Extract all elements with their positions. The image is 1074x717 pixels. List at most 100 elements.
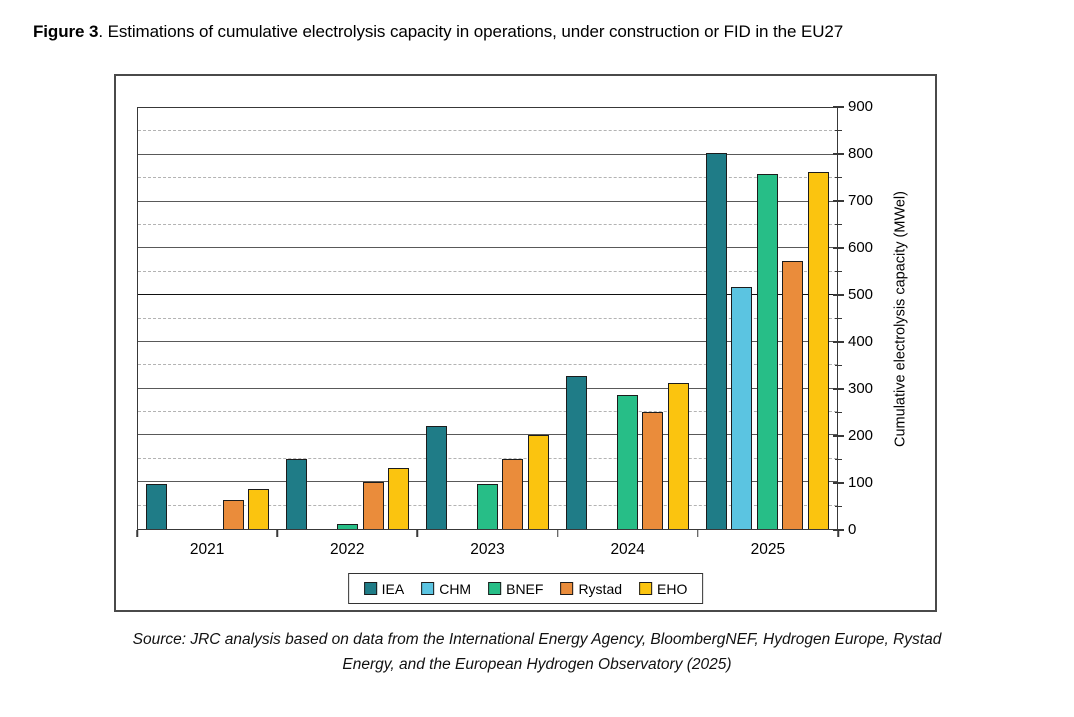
- y-axis-tick-label-900: 900: [848, 98, 874, 115]
- bar-EHO-2023: [527, 435, 549, 529]
- y-axis-tick-350: [834, 364, 842, 367]
- chart-plot-area: [137, 107, 838, 530]
- y-axis-tick-550: [834, 270, 842, 273]
- legend-item-BNEF: BNEF: [488, 581, 543, 597]
- bar-IEA-2024: [565, 376, 587, 529]
- gridline-150: [138, 457, 837, 459]
- gridline-700: [138, 200, 837, 202]
- legend-swatch-BNEF: [488, 582, 502, 595]
- y-axis-tick-label-800: 800: [848, 145, 874, 162]
- gridline-750: [138, 177, 837, 179]
- legend-item-IEA: IEA: [363, 580, 405, 597]
- bar-CHM-2025: [731, 287, 753, 529]
- legend-label-EHO: EHO: [657, 580, 688, 597]
- legend-swatch-CHM: [421, 582, 435, 595]
- chart-legend: IEA CHM BNEF Rystad EHO: [347, 573, 704, 604]
- legend-label-BNEF: BNEF: [506, 580, 544, 597]
- gridline-450: [138, 317, 837, 319]
- y-axis-tick-label-400: 400: [848, 333, 874, 350]
- bar-IEA-2021: [146, 484, 168, 529]
- gridline-250: [138, 411, 837, 413]
- legend-item-Rystad: Rystad: [560, 581, 622, 597]
- bar-group-2023: [418, 108, 558, 529]
- bar-group-2022: [278, 108, 418, 529]
- bar-Rystad-2023: [502, 458, 524, 529]
- bar-Rystad-2024: [642, 411, 664, 529]
- legend-label-Rystad: Rystad: [578, 580, 623, 597]
- x-axis-tick-1: [276, 530, 278, 537]
- y-axis-tick-750: [834, 176, 842, 179]
- gridline-600: [138, 247, 837, 249]
- legend-item-CHM: CHM: [421, 581, 471, 597]
- y-axis-tick-label-0: 0: [848, 521, 857, 538]
- source-note-line1: Source: JRC analysis based on data from …: [132, 631, 942, 648]
- y-axis-tick-400: [832, 341, 844, 343]
- bar-EHO-2024: [667, 383, 689, 529]
- bar-IEA-2023: [425, 425, 447, 529]
- source-note: Source: JRC analysis based on data from …: [0, 627, 1074, 677]
- y-axis-tick-label-500: 500: [848, 286, 874, 303]
- gridline-100: [138, 481, 837, 483]
- x-axis-label-2024: 2024: [610, 541, 645, 558]
- gridline-500: [138, 294, 837, 296]
- legend-label-IEA: IEA: [381, 580, 405, 597]
- y-axis-tick-50: [834, 505, 842, 508]
- bar-BNEF-2023: [476, 484, 498, 529]
- bar-BNEF-2025: [756, 174, 778, 529]
- figure-caption-label: Figure 3: [33, 22, 99, 41]
- gridline-550: [138, 270, 837, 272]
- gridline-200: [138, 434, 837, 436]
- chart-figure-box: 2021 2022 2023 2024 2025 0 100 200 300 400 500 600 7…: [114, 74, 937, 612]
- legend-swatch-IEA: [363, 582, 377, 595]
- y-axis-tick-label-100: 100: [848, 474, 874, 491]
- legend-item-EHO: EHO: [639, 581, 687, 597]
- source-note-line2: Energy, and the European Hydrogen Observ…: [342, 656, 732, 673]
- gridline-400: [138, 340, 837, 342]
- x-axis-label-2025: 2025: [750, 541, 786, 558]
- bar-IEA-2025: [705, 153, 727, 529]
- gridline-650: [138, 223, 837, 225]
- bar-group-2021: [138, 108, 278, 529]
- legend-label-CHM: CHM: [439, 580, 472, 597]
- gridline-800: [138, 153, 837, 155]
- legend-swatch-EHO: [639, 582, 653, 595]
- y-axis-tick-label-700: 700: [848, 192, 874, 209]
- y-axis-tick-900: [832, 106, 844, 108]
- y-axis-tick-150: [834, 458, 842, 461]
- bar-EHO-2025: [807, 171, 829, 529]
- bar-BNEF-2022: [337, 524, 359, 529]
- y-axis-tick-200: [832, 435, 844, 437]
- x-axis-label-2023: 2023: [470, 541, 505, 558]
- y-axis-tick-300: [832, 388, 844, 390]
- y-axis-tick-500: [832, 294, 844, 296]
- y-axis-tick-650: [834, 223, 842, 226]
- y-axis-title: Cumulative electrolysis capacity (MWel): [892, 190, 908, 447]
- bar-BNEF-2024: [616, 395, 638, 529]
- bar-group-2025: [697, 108, 837, 529]
- bar-EHO-2022: [388, 467, 410, 529]
- x-axis-tick-3: [556, 530, 559, 537]
- bar-IEA-2022: [286, 458, 308, 529]
- y-axis-tick-850: [834, 129, 842, 132]
- gridline-350: [138, 364, 837, 366]
- bar-Rystad-2025: [782, 261, 804, 529]
- gridline-300: [138, 387, 837, 389]
- figure-caption-text: . Estimations of cumulative electrolysis…: [98, 22, 844, 41]
- y-axis-tick-label-600: 600: [848, 239, 874, 256]
- y-axis-tick-250: [834, 411, 842, 414]
- x-axis-label-2022: 2022: [330, 541, 365, 558]
- x-axis-tick-5: [837, 530, 839, 537]
- x-axis-tick-0: [136, 530, 138, 537]
- y-axis-tick-450: [834, 317, 842, 320]
- legend-swatch-Rystad: [560, 582, 574, 595]
- x-axis-tick-4: [697, 530, 699, 537]
- y-axis-tick-0: [832, 529, 844, 531]
- figure-caption: Figure 3. Estimations of cumulative elec…: [33, 22, 843, 42]
- gridline-850: [138, 130, 837, 132]
- y-axis-tick-label-300: 300: [848, 380, 874, 397]
- bar-Rystad-2022: [362, 482, 384, 529]
- bar-EHO-2021: [248, 489, 270, 529]
- y-axis-tick-700: [832, 200, 844, 202]
- x-axis-label-2021: 2021: [189, 541, 225, 558]
- y-axis-tick-800: [832, 153, 844, 155]
